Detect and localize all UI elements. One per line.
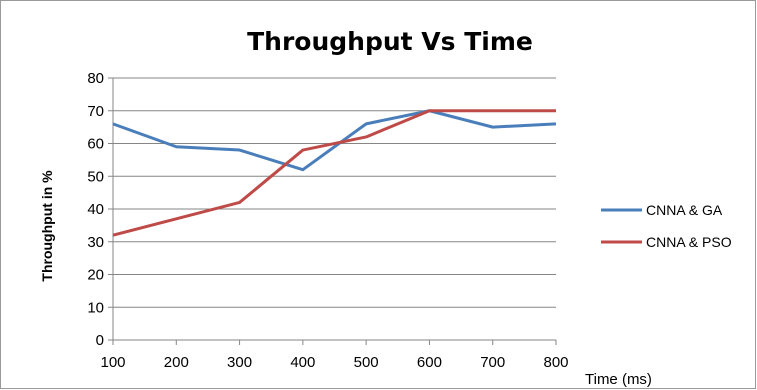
- x-tick-labels: 100 200 300 400 500 600 700 800: [100, 354, 568, 371]
- y-tick-label: 0: [96, 332, 104, 349]
- x-axis-label: Time (ms): [585, 371, 652, 388]
- y-tick-label: 30: [87, 234, 104, 251]
- x-tick-label: 400: [290, 354, 315, 371]
- x-tick-label: 300: [227, 354, 252, 371]
- y-tick-label: 40: [87, 201, 104, 218]
- y-tick-label: 10: [87, 299, 104, 316]
- x-tick-label: 800: [543, 354, 568, 371]
- legend-label: CNNA & GA: [646, 202, 723, 218]
- series-line-cnna-ga: [112, 109, 557, 172]
- x-tick-label: 600: [417, 354, 442, 371]
- y-tick-label: 80: [87, 70, 104, 87]
- series-line-cnna-pso: [112, 109, 556, 237]
- x-tick-label: 500: [354, 354, 379, 371]
- x-tick-label: 200: [164, 354, 189, 371]
- legend: CNNA & GA CNNA & PSO: [601, 202, 732, 250]
- y-tick-label: 50: [87, 168, 104, 185]
- x-tick-label: 100: [100, 354, 125, 371]
- series-lines: [112, 109, 557, 237]
- y-tick-label: 60: [87, 136, 104, 153]
- legend-label: CNNA & PSO: [646, 234, 732, 250]
- y-tick-label: 70: [87, 103, 104, 120]
- y-axis-label: Throughput in %: [39, 170, 55, 282]
- chart-title: Throughput Vs Time: [247, 27, 533, 56]
- y-tick-labels: 0 10 20 30 40 50 60 70 80: [87, 70, 104, 349]
- axes: [112, 78, 557, 345]
- y-tick-label: 20: [87, 267, 104, 284]
- x-tick-label: 700: [480, 354, 505, 371]
